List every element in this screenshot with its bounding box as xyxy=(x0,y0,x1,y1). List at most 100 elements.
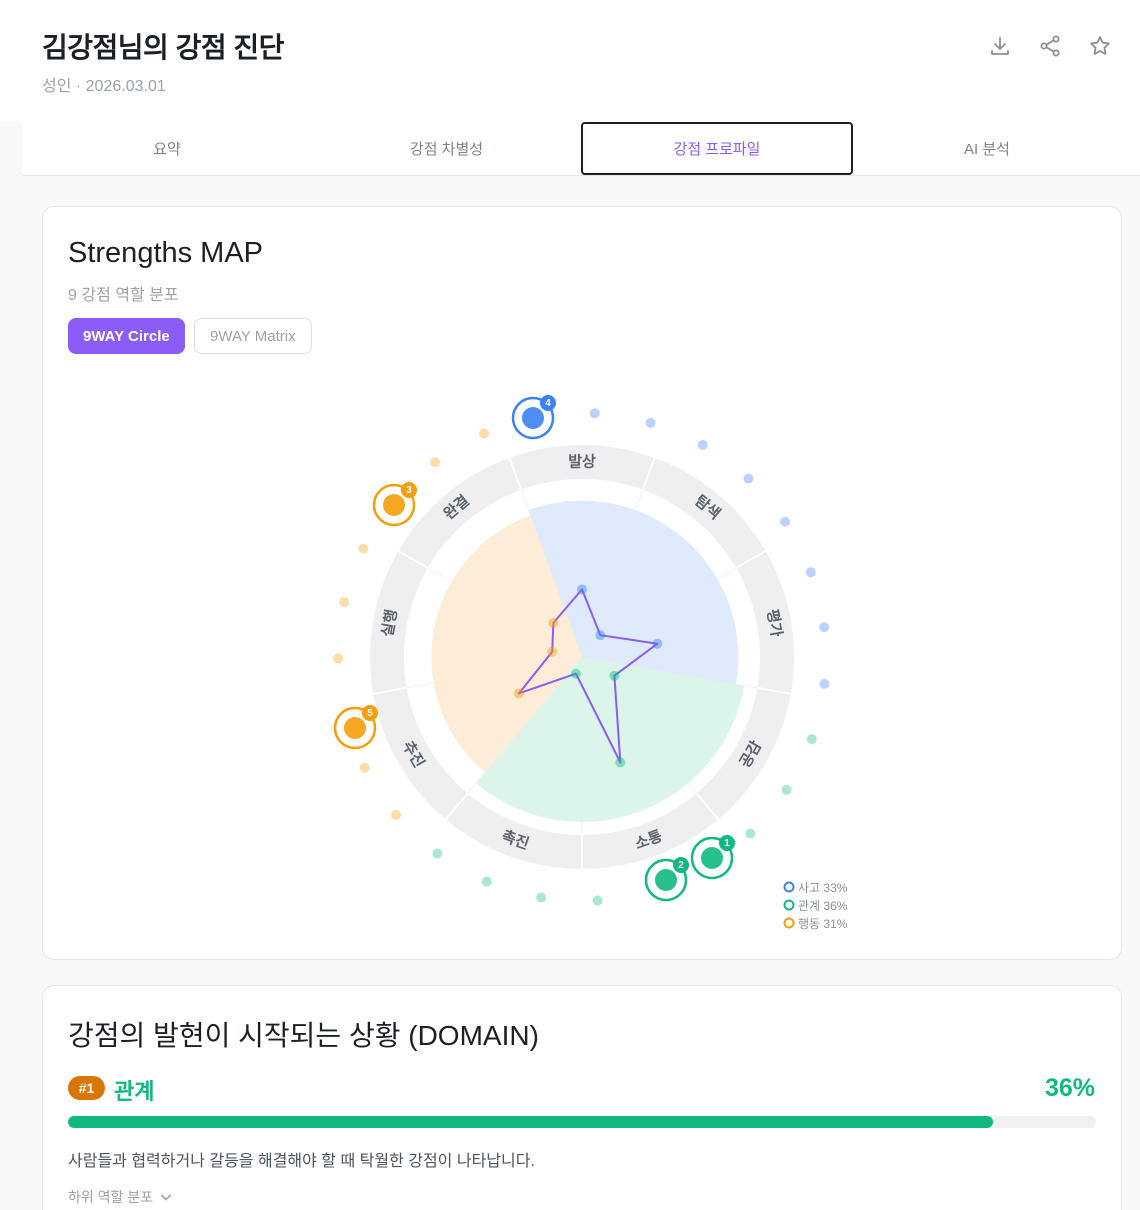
decor-icon xyxy=(745,828,756,839)
ring-divider xyxy=(397,550,429,569)
decor-icon xyxy=(339,597,350,608)
data-point xyxy=(570,668,581,679)
map-subtitle: 9 강점 역할 분포 xyxy=(68,287,179,304)
legend-marker xyxy=(783,899,795,911)
badge-icon-fill xyxy=(383,494,405,516)
badge-rank-dot xyxy=(719,835,735,851)
decor-icon xyxy=(479,428,490,439)
badge-rank-dot xyxy=(673,857,689,873)
badge-rank-label: 5 xyxy=(367,708,373,719)
rank-badge: #1 xyxy=(68,1076,105,1100)
map-title: Strengths MAP xyxy=(68,237,264,269)
domain-sector xyxy=(528,500,739,685)
badge-rank-label: 3 xyxy=(406,485,412,496)
header: 김강점님의 강점 진단 성인 · 2026.03.01 xyxy=(0,0,1140,122)
badge-icon-fill xyxy=(522,407,544,429)
sub-role-label: 하위 역할 분포 xyxy=(68,1189,154,1205)
top-strength-badge-3: 3 xyxy=(372,482,417,527)
decor-icon xyxy=(819,622,830,633)
ring-divider xyxy=(508,457,523,491)
legend-label: 행동 31% xyxy=(798,916,848,931)
decor-icon xyxy=(432,848,443,859)
ring-divider xyxy=(695,792,720,821)
tab-summary[interactable]: 요약 xyxy=(153,141,181,158)
download-icon[interactable] xyxy=(987,33,1013,59)
badge-rank-dot xyxy=(362,705,378,721)
axis-label: 발상 xyxy=(568,454,596,471)
badge-rank-label: 4 xyxy=(545,398,551,409)
ring-divider xyxy=(757,686,791,695)
data-point xyxy=(615,757,626,768)
decor-icon xyxy=(805,567,816,578)
domain-card: 강점의 발현이 시작되는 상황 (DOMAIN) #1 관계 36% 사람들과 … xyxy=(42,985,1122,1210)
decor-icon xyxy=(391,809,402,820)
legend-marker xyxy=(783,881,795,893)
top-strength-badge-5: 5 xyxy=(333,705,378,750)
legend-label: 관계 36% xyxy=(798,899,848,913)
decor-icon xyxy=(645,417,656,428)
tab-bar: 요약 강점 차별성 강점 프로파일 AI 분석 xyxy=(22,122,1140,176)
axis-label: 평가 xyxy=(763,608,786,639)
strengths-map-card: Strengths MAP 9 강점 역할 분포 9WAY Circle 9WA… xyxy=(42,206,1122,960)
sub-role-toggle[interactable]: 하위 역할 분포 xyxy=(68,1187,173,1207)
data-point xyxy=(595,630,606,641)
data-series-line xyxy=(517,588,659,764)
badge-rank-dot xyxy=(540,395,556,411)
tab-ai-analysis[interactable]: AI 분석 xyxy=(964,141,1010,158)
ring-divider xyxy=(373,686,407,695)
decor-icon xyxy=(781,784,792,795)
top-domain-name: 관계 xyxy=(114,1079,155,1104)
star-icon[interactable] xyxy=(1087,33,1113,59)
decor-icon xyxy=(589,408,600,419)
share-icon[interactable] xyxy=(1037,33,1063,59)
badge-rank-dot xyxy=(401,482,417,498)
circle-view-button[interactable]: 9WAY Circle xyxy=(68,318,185,354)
top-strength-badge-2: 2 xyxy=(644,857,689,902)
badge-icon-fill xyxy=(701,847,723,869)
decor-icon xyxy=(333,653,344,664)
data-point xyxy=(577,584,587,595)
ring-divider xyxy=(735,550,767,569)
domain-progress-fill xyxy=(68,1116,994,1128)
tab-differentiation[interactable]: 강점 차별성 xyxy=(409,141,484,158)
chevron-down-icon xyxy=(160,1194,172,1201)
legend-label: 사고 33% xyxy=(798,881,848,895)
top-strength-badge-1: 1 xyxy=(690,835,735,880)
data-point xyxy=(652,638,663,649)
matrix-view-button[interactable]: 9WAY Matrix xyxy=(194,318,312,354)
decor-icon xyxy=(592,895,603,906)
domain-title: 강점의 발현이 시작되는 상황 (DOMAIN) xyxy=(68,1020,539,1051)
data-point xyxy=(547,646,558,657)
decor-icon xyxy=(743,473,754,484)
data-point xyxy=(609,670,620,681)
decor-icon xyxy=(358,543,369,554)
top-domain-percent: 36% xyxy=(1044,1074,1095,1102)
ring-divider xyxy=(641,457,656,491)
decor-icon xyxy=(481,876,492,887)
badge-rank-label: 2 xyxy=(678,860,684,871)
domain-sector xyxy=(431,515,582,773)
decor-icon xyxy=(819,678,830,689)
badge-icon-fill xyxy=(655,869,677,891)
decor-icon xyxy=(536,892,547,903)
tab-profile[interactable]: 강점 프로파일 xyxy=(581,122,853,175)
decor-icon xyxy=(697,439,708,450)
data-point xyxy=(513,688,524,699)
badge-rank-label: 1 xyxy=(724,838,730,849)
domain-sector xyxy=(476,657,745,822)
decor-icon xyxy=(359,762,370,773)
decor-icon xyxy=(430,457,441,468)
decor-icon xyxy=(780,516,791,527)
top-strength-badge-4: 4 xyxy=(511,395,556,440)
page-subtitle: 성인 · 2026.03.01 xyxy=(42,78,166,95)
ring-divider xyxy=(444,792,469,821)
page-title: 김강점님의 강점 진단 xyxy=(42,32,284,63)
axis-label: 실행 xyxy=(379,608,401,638)
badge-icon-fill xyxy=(344,717,366,739)
data-point xyxy=(548,617,559,628)
domain-description: 사람들과 협력하거나 갈등을 해결해야 할 때 탁월한 강점이 나타납니다. xyxy=(68,1153,535,1170)
domain-progress-bar xyxy=(68,1116,1096,1128)
legend-marker xyxy=(783,917,795,929)
decor-icon xyxy=(806,734,817,745)
